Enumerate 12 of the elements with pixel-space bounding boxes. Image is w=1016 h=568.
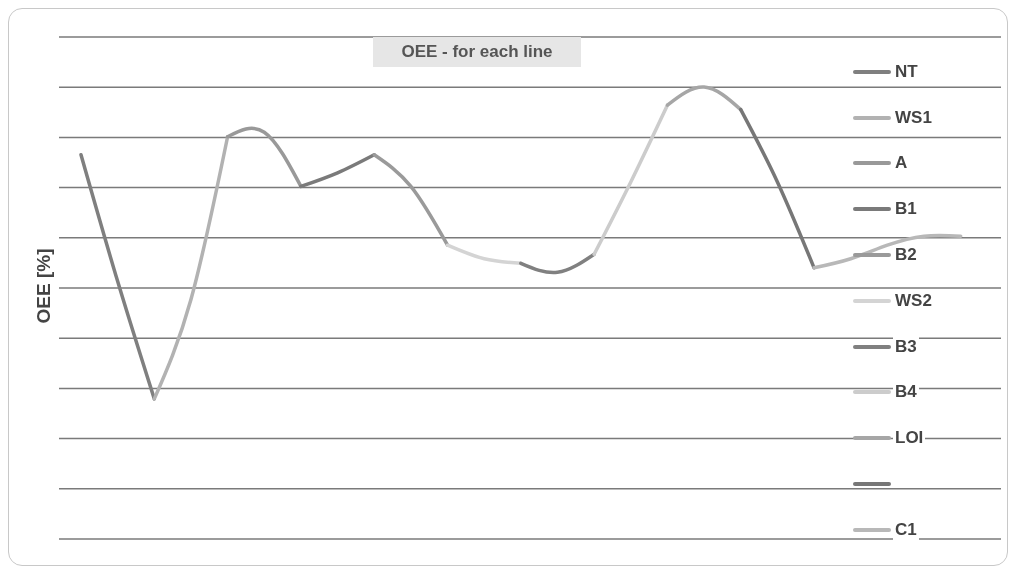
legend-label: C1 — [893, 519, 919, 540]
legend-label: B2 — [893, 245, 919, 266]
legend-label: B1 — [893, 199, 919, 220]
legend-label: WS2 — [893, 290, 934, 311]
y-axis-title: OEE [%] — [33, 247, 55, 326]
legend-label: NT — [893, 61, 920, 82]
legend-label: LOI — [893, 428, 926, 449]
legend-label: WS1 — [893, 107, 934, 128]
legend-label: A — [893, 153, 910, 174]
legend-label: B4 — [893, 382, 919, 403]
legend-label: B3 — [893, 336, 919, 357]
chart-title: OEE - for each line — [373, 37, 581, 67]
